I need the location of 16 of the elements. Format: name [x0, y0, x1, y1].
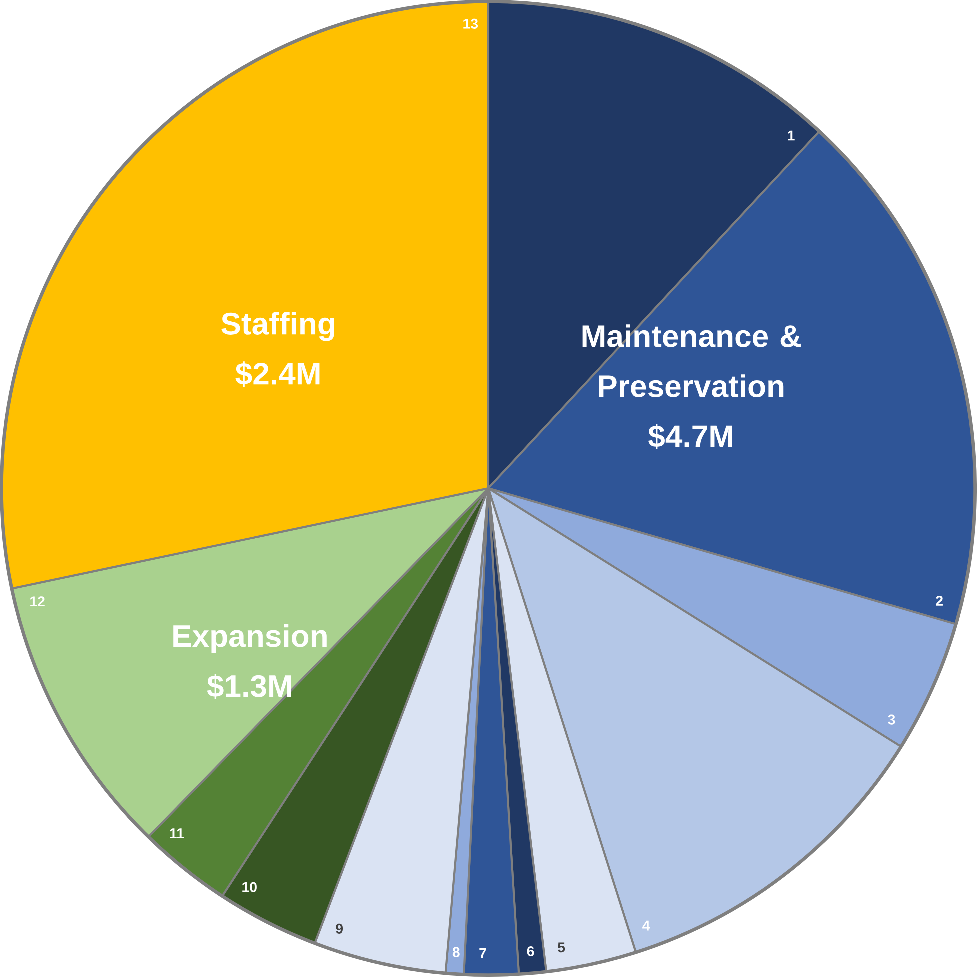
slice-label: 6: [527, 946, 534, 957]
slice-label: 3: [888, 714, 896, 725]
text: Maintenance & Preservation $4.7M: [582, 324, 801, 450]
slice-label: 8: [452, 947, 460, 958]
slice-label: 11: [170, 828, 184, 838]
slice-label: 5: [558, 942, 566, 953]
slice-label: 12: [30, 596, 45, 607]
text: Expansion $1.3M: [174, 624, 327, 700]
slice-label: 4: [642, 920, 650, 931]
slice-label: 7: [480, 948, 486, 958]
slice-label: 1: [788, 130, 795, 141]
slice-label: 10: [242, 882, 257, 892]
slice-label: 13: [464, 18, 478, 29]
slice-label: 9: [336, 924, 344, 934]
slice-label: 2: [936, 596, 943, 606]
text: Staffing $2.4M: [222, 312, 334, 387]
